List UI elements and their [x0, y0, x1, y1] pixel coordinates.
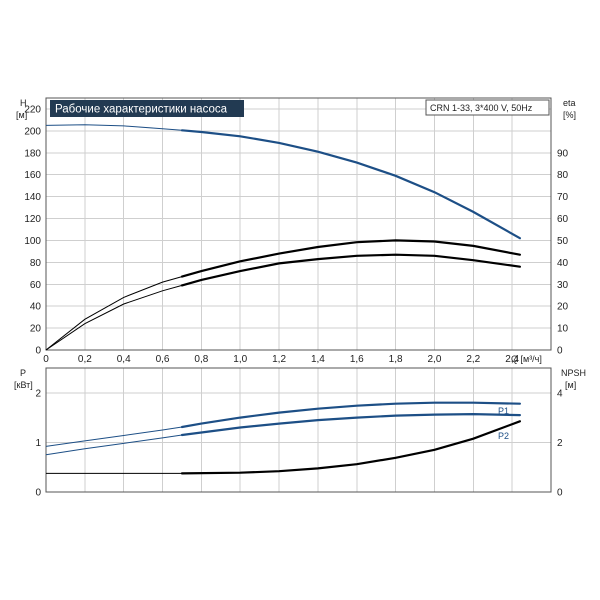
upper-plot-frame — [45, 97, 552, 351]
flow-tick-label: 0,4 — [117, 354, 131, 365]
upper-right-tick-label: 30 — [557, 280, 569, 291]
flow-tick-label: 1,6 — [350, 354, 364, 365]
flow-tick-label: 1,8 — [389, 354, 403, 365]
upper-right-tick-label: 10 — [557, 324, 569, 335]
upper-series-group — [45, 124, 521, 351]
lower-right-tick-label: 0 — [557, 488, 563, 499]
upper-right-tick-label: 0 — [557, 346, 563, 357]
upper-left-tick-label: 20 — [30, 324, 42, 335]
lower-series-1-line-thin — [45, 434, 183, 456]
npsh-axis-unit: [м] — [565, 380, 576, 390]
upper-right-tick-label: 50 — [557, 236, 569, 247]
head-axis-label: H — [20, 98, 27, 108]
flow-tick-label: 0 — [43, 354, 49, 365]
upper-grid — [46, 98, 551, 350]
series-label-p1: P1 — [498, 406, 509, 416]
upper-left-tick-label: 80 — [30, 258, 42, 269]
upper-right-tick-label: 80 — [557, 170, 569, 181]
power-axis-unit: [кВт] — [14, 380, 33, 390]
lower-left-tick-label: 1 — [35, 438, 41, 449]
pump-model-box — [425, 99, 550, 116]
lower-left-tick-label: 0 — [35, 488, 41, 499]
power-axis-label: P — [20, 368, 26, 378]
lower-series-0-line-thin — [45, 426, 183, 447]
upper-right-tick-label: 90 — [557, 148, 569, 159]
flow-tick-label: 0,2 — [78, 354, 92, 365]
flow-tick-label: 0,6 — [156, 354, 170, 365]
pump-model-label: CRN 1-33, 3*400 V, 50Hz — [430, 103, 533, 113]
upper-left-tick-label: 140 — [24, 192, 41, 203]
chart-title-box — [50, 100, 244, 117]
upper-left-tick-label: 160 — [24, 170, 41, 181]
flow-tick-label: 1,0 — [233, 354, 247, 365]
upper-series-2-line — [180, 253, 521, 287]
upper-left-tick-label: 220 — [24, 104, 41, 115]
lower-tick-labels: 0 1 2 0 2 4 — [35, 388, 563, 498]
head-axis-unit: [м] — [16, 110, 27, 120]
upper-right-tick-label: 70 — [557, 192, 569, 203]
flow-tick-label: 0,8 — [194, 354, 208, 365]
upper-panel: 0 20 40 60 80 100 120 140 160 180 200 220 0 10 20 30 40 5… — [16, 97, 576, 365]
upper-right-tick-label: 60 — [557, 214, 569, 225]
lower-panel: 0 1 2 0 2 4 P [кВт] NPSH [м] P1 P2 — [14, 367, 586, 499]
flow-tick-label: 1,2 — [272, 354, 286, 365]
upper-left-tick-label: 180 — [24, 148, 41, 159]
upper-right-tick-label: 20 — [557, 302, 569, 313]
lower-plot-frame — [45, 367, 552, 493]
upper-series-1-line-thin — [45, 276, 183, 351]
lower-left-tick-label: 2 — [35, 388, 41, 399]
upper-left-tick-label: 40 — [30, 302, 42, 313]
upper-left-tick-label: 0 — [35, 346, 41, 357]
upper-left-tick-label: 100 — [24, 236, 41, 247]
flow-tick-label: 2,2 — [466, 354, 480, 365]
upper-left-tick-label: 200 — [24, 126, 41, 137]
upper-right-tick-label: 40 — [557, 258, 569, 269]
upper-series-0-line-thin — [45, 124, 183, 131]
lower-series-2-line — [180, 420, 521, 475]
upper-series-1-line — [180, 239, 521, 278]
upper-left-tick-label: 120 — [24, 214, 41, 225]
upper-series-0-line — [180, 129, 521, 240]
lower-right-tick-label: 2 — [557, 438, 563, 449]
lower-grid — [46, 368, 551, 492]
upper-left-tick-label: 60 — [30, 280, 42, 291]
upper-series-2-line-thin — [45, 284, 183, 351]
flow-axis-label: Q [м³/ч] — [511, 354, 542, 364]
npsh-axis-label: NPSH — [561, 368, 586, 378]
eta-axis-unit: [%] — [563, 110, 576, 120]
series-label-p2: P2 — [498, 431, 509, 441]
lower-series-group — [45, 401, 521, 475]
flow-tick-label: 2,0 — [428, 354, 442, 365]
lower-series-1-line — [180, 412, 521, 437]
upper-tick-labels: 0 20 40 60 80 100 120 140 160 180 200 220 0 10 20 30 40 5… — [24, 104, 568, 365]
flow-tick-label: 1,4 — [311, 354, 325, 365]
lower-series-0-line — [180, 401, 521, 429]
chart-title: Рабочие характеристики насоса — [55, 104, 228, 116]
eta-axis-label: eta — [563, 98, 576, 108]
lower-right-tick-label: 4 — [557, 388, 563, 399]
flow-tick-label: 2,4 — [505, 354, 519, 365]
